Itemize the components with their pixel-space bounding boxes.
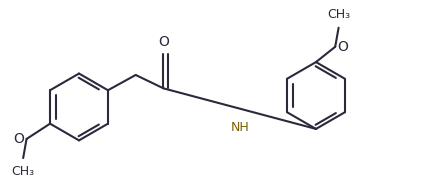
Text: O: O [158, 36, 169, 49]
Text: O: O [337, 40, 347, 54]
Text: CH₃: CH₃ [326, 8, 349, 21]
Text: O: O [14, 132, 24, 146]
Text: CH₃: CH₃ [12, 165, 35, 178]
Text: NH: NH [230, 121, 248, 134]
